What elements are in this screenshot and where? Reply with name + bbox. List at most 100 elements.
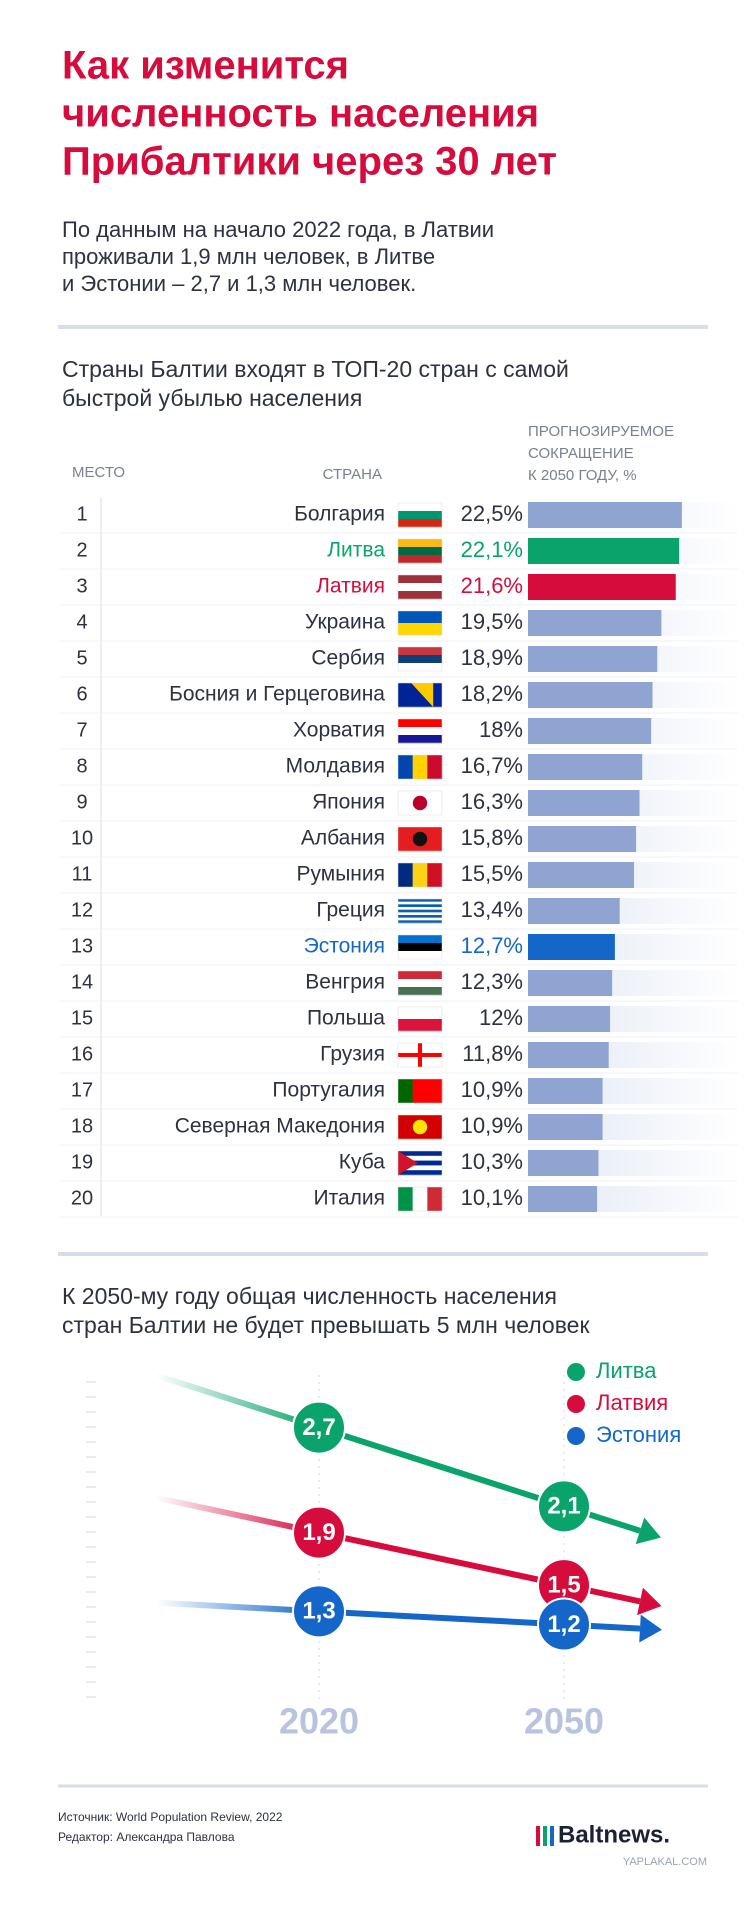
bar [528,1078,603,1104]
source: Источник: World Population Review, 2022 [58,1810,283,1824]
country: Босния и Герцеговина [169,683,385,706]
bar [528,862,635,888]
bar [528,790,640,816]
watermark: YAPLAKAL.COM [623,1856,707,1868]
point-label: 2,1 [547,1493,580,1520]
country: Италия [313,1187,385,1210]
country: Северная Македония [175,1115,385,1138]
bar [528,1006,611,1032]
rank: 17 [71,1079,93,1101]
flag [397,574,443,600]
country: Польша [307,1007,385,1030]
subtitle: и Эстонии – 2,7 и 1,3 млн человек. [62,271,416,296]
value-label: 12,7% [461,933,523,958]
chart-title: Страны Балтии входят в ТОП-20 стран с са… [62,356,569,382]
line-lead-in [155,1599,320,1615]
bar [528,574,676,600]
flag [397,934,443,960]
point-label: 1,2 [547,1611,580,1638]
country: Эстония [304,935,385,958]
x-tick-label: 2050 [524,1701,604,1742]
country: Латвия [316,575,385,598]
bar [528,1114,603,1140]
point [537,1597,591,1652]
value-label: 18,9% [461,645,523,670]
column-header: СТРАНА [323,466,382,483]
flag [397,754,443,780]
rank: 2 [76,539,87,561]
rank: 16 [71,1043,93,1065]
title: численность населения [62,92,539,136]
flag [397,970,443,996]
bar [528,1042,609,1068]
line-arrow [639,1614,662,1643]
value-label: 16,3% [461,789,523,814]
bar [528,538,680,564]
legend-marker [567,1395,585,1413]
rank: 18 [71,1115,93,1137]
legend-marker [567,1363,585,1381]
line-arrow [635,1517,661,1545]
flag [397,1006,443,1032]
country: Молдавия [286,755,385,778]
flag [397,682,443,708]
bar [528,1150,599,1176]
flag [397,826,443,852]
flag [397,502,443,528]
subtitle: проживали 1,9 млн человек, в Литве [62,244,435,269]
bar [528,898,620,924]
country: Греция [316,899,385,922]
value-label: 12% [479,1005,523,1030]
column-header: МЕСТО [72,464,125,481]
bar [528,970,613,996]
flag [397,790,443,816]
subtitle: По данным на начало 2022 года, в Латвии [62,217,494,242]
country: Хорватия [293,719,385,742]
value-label: 22,5% [461,501,523,526]
bar [528,646,658,672]
column-header: К 2050 ГОДУ, % [528,467,637,484]
legend-marker [567,1427,585,1445]
bar [528,682,653,708]
line [318,1424,565,1510]
legend-label: Эстония [596,1422,681,1447]
rank: 10 [71,827,93,849]
point-label: 2,7 [302,1414,335,1441]
rank: 14 [71,971,93,993]
logo-mark [536,1826,554,1846]
value-label: 18% [479,717,523,742]
rank: 5 [76,647,87,669]
editor: Редактор: Александра Павлова [58,1830,235,1844]
logo: Baltnews. [558,1821,670,1848]
point [292,1505,346,1560]
rank: 11 [72,863,93,885]
value-label: 13,4% [461,897,523,922]
flag [397,1186,443,1212]
bar [528,502,682,528]
point-label: 1,5 [547,1571,580,1598]
line-lead-in [155,1372,320,1431]
value-label: 18,2% [461,681,523,706]
flag [397,898,443,924]
value-label: 16,7% [461,753,523,778]
rank: 19 [71,1151,93,1173]
rank: 12 [71,899,93,921]
rank: 1 [76,503,87,525]
rank: 15 [71,1007,93,1029]
legend-label: Литва [596,1358,657,1383]
country: Португалия [272,1079,385,1102]
column-header: СОКРАЩЕНИЕ [528,445,634,462]
rank: 8 [76,755,87,777]
bar [528,826,637,852]
chart-title: К 2050-му году общая численность населен… [62,1283,557,1309]
rank: 20 [71,1187,93,1209]
value-label: 19,5% [461,609,523,634]
line-lead-in [155,1494,320,1536]
country: Литва [327,539,385,562]
bar [528,754,643,780]
flag [397,1042,443,1068]
point-label: 1,9 [302,1519,335,1546]
value-label: 10,1% [461,1185,523,1210]
bar [528,1186,598,1212]
